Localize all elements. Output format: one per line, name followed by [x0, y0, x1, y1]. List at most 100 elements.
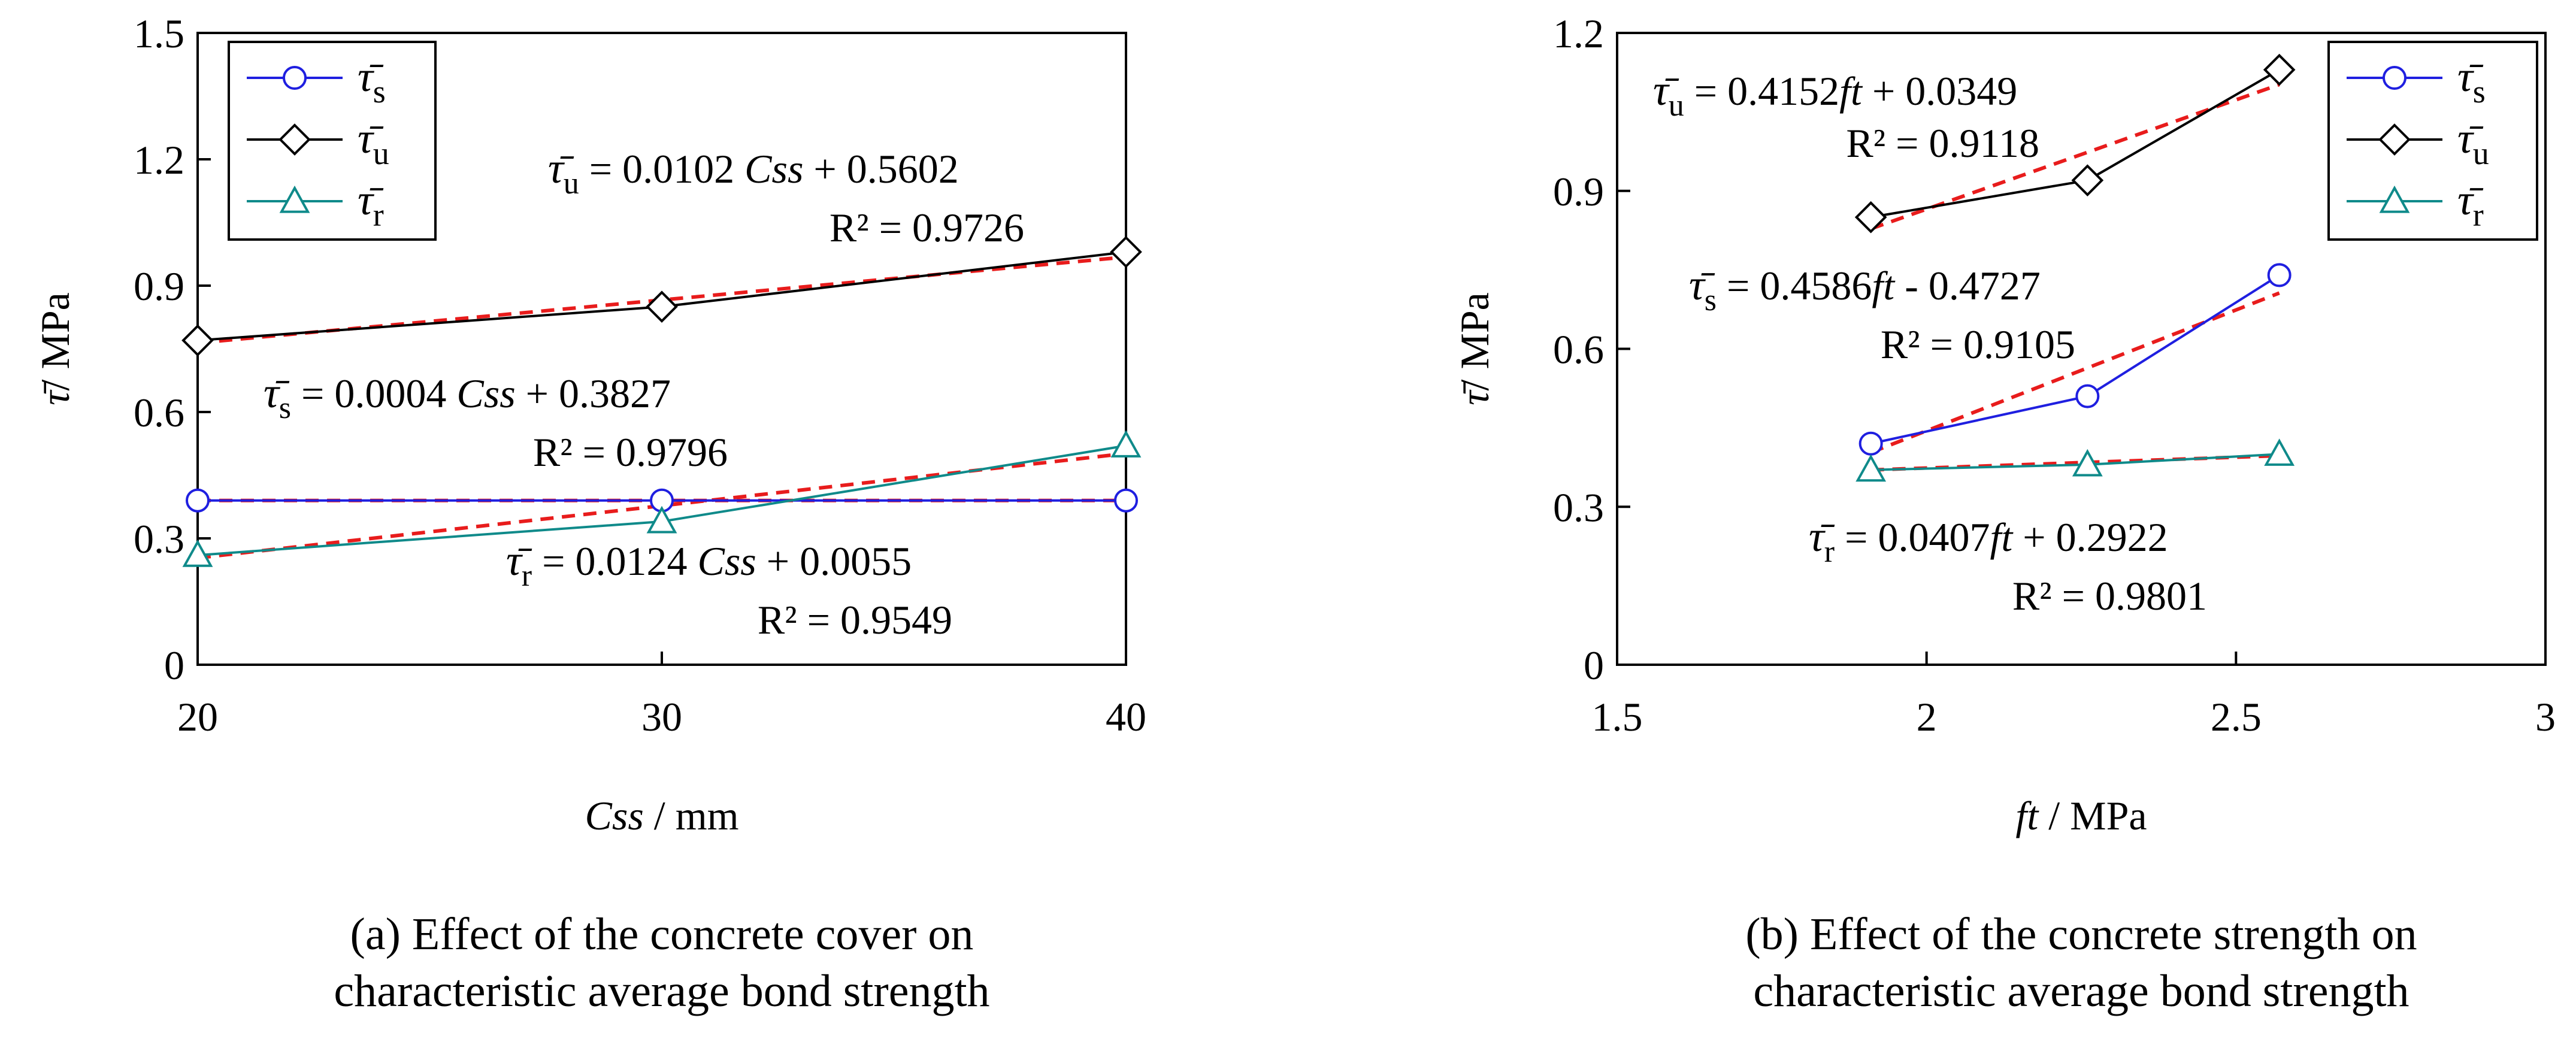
data-point-u-diamond — [2263, 53, 2296, 86]
legend-label-subscript: s — [373, 74, 386, 110]
r-squared-label: R² = 0.9801 — [2012, 573, 2207, 619]
chart-panel-a: 0 0.3 0.6 0.9 1.2 1.5 20 30 40 Css / mm τ̄/ MPa τ̄s… — [32, 11, 1146, 1016]
legend-marker-diamond — [279, 123, 311, 156]
y-tick-label: 0.3 — [134, 516, 184, 562]
legend-label-subscript: r — [373, 197, 384, 233]
y-axis-title-unit: / MPa — [32, 292, 78, 390]
y-axis-title: τ̄/ MPa — [32, 292, 78, 405]
y-tick-label: 0.9 — [1553, 169, 1604, 214]
equation-coefficient: = 0.0004 — [291, 371, 456, 416]
equation-subscript: r — [522, 559, 532, 593]
x-tick-label: 2.5 — [2211, 694, 2262, 740]
data-point-u-diamond — [181, 324, 214, 357]
equation-intercept: + 0.0055 — [756, 538, 912, 584]
legend-label-subscript: u — [2473, 135, 2489, 171]
data-point-s-circle — [1858, 431, 1883, 456]
y-tick-label: 0 — [164, 643, 184, 688]
series-r — [182, 430, 1142, 567]
data-point-s-circle — [1114, 488, 1138, 513]
equation-variable: ft — [1990, 514, 2014, 560]
equation-text: τ̄u​ = 0.0102 Css + 0.5602 — [548, 144, 959, 201]
equation-coefficient: = 0.0124 — [532, 538, 697, 584]
x-tick-label: 2 — [1917, 694, 1937, 740]
data-point-r-triangle — [1110, 430, 1142, 458]
equation-variable: ft — [1872, 263, 1896, 308]
y-tick-label: 1.2 — [134, 137, 184, 183]
legend: τ̄s​τ̄u​τ̄r​ — [2327, 41, 2538, 241]
y-tick-label: 1.2 — [1553, 11, 1604, 56]
data-point-s-circle — [2075, 384, 2100, 408]
data-point-u-diamond — [1854, 201, 1887, 234]
x-axis-title-variable: ft — [2015, 793, 2039, 838]
legend-label-subscript: u — [373, 135, 389, 171]
y-axis-title: τ̄/ MPa — [1452, 292, 1497, 405]
data-point-r-triangle — [646, 505, 677, 534]
equation-variable: ft — [1839, 68, 1863, 114]
y-tick-label: 0.6 — [134, 390, 184, 435]
equation-subscript: s — [279, 391, 291, 425]
x-axis-title: ft / MPa — [2015, 793, 2147, 838]
x-axis: 1.5 2 2.5 3 — [1592, 652, 2556, 740]
x-axis-title-variable: Css — [585, 793, 644, 838]
equation-text: τ̄s​ = 0.4586ft - 0.4727 — [1689, 261, 2041, 317]
equation-coefficient: = 0.0407 — [1835, 514, 1990, 560]
equation-coefficient: = 0.4586 — [1717, 263, 1872, 308]
caption-line: (b) Effect of the concrete strength on — [1745, 909, 2417, 959]
equation-text: τ̄u​ = 0.4152ft + 0.0349 — [1653, 66, 2017, 123]
trend-line-s — [1870, 291, 2280, 455]
legend-label-subscript: r — [2473, 197, 2484, 233]
equation-variable: Css — [744, 146, 803, 192]
series-u — [1854, 53, 2296, 234]
series-r — [1855, 438, 2295, 482]
y-tick-label: 0.9 — [134, 263, 184, 309]
caption-line: characteristic average bond strength — [334, 966, 989, 1016]
legend-marker-triangle — [279, 185, 310, 213]
equation-intercept: + 0.3827 — [516, 371, 671, 416]
legend-item-s: τ̄s​ — [247, 53, 386, 110]
r-squared-label: R² = 0.9796 — [533, 429, 728, 475]
x-axis-title: Css / mm — [585, 793, 739, 838]
equation-annotation-s: τ̄s​ = 0.4586ft - 0.4727 R² = 0.9105 — [1689, 261, 2075, 367]
equation-coefficient: = 0.0102 — [579, 146, 744, 192]
data-point-u-diamond — [646, 290, 678, 323]
legend-marker-circle — [283, 66, 307, 90]
caption-line: characteristic average bond strength — [1753, 966, 2409, 1016]
data-point-u-diamond — [2071, 164, 2104, 196]
x-axis-title-unit: / mm — [644, 793, 739, 838]
x-axis-title-unit: / MPa — [2038, 793, 2147, 838]
y-tick-label: 0 — [1584, 643, 1604, 688]
data-point-r-triangle — [182, 540, 213, 567]
equation-text: τ̄r​ = 0.0124 Css + 0.0055 — [506, 537, 912, 593]
x-tick-label: 1.5 — [1592, 694, 1643, 740]
y-axis-title-unit: / MPa — [1452, 292, 1497, 390]
x-tick-label: 30 — [641, 694, 682, 740]
data-point-s-circle — [2267, 263, 2292, 287]
series-s — [186, 488, 1138, 513]
r-squared-label: R² = 0.9105 — [1881, 322, 2075, 367]
y-axis: 0 0.3 0.6 0.9 1.2 1.5 — [134, 11, 211, 688]
panel-caption: (b) Effect of the concrete strength on ch… — [1745, 909, 2417, 1016]
data-point-r-triangle — [2264, 438, 2295, 466]
y-tick-label: 0.6 — [1553, 327, 1604, 372]
equation-subscript: u — [1669, 89, 1684, 123]
legend-marker-diamond — [2378, 123, 2411, 156]
r-squared-label: R² = 0.9726 — [830, 205, 1024, 250]
legend-marker-triangle — [2379, 185, 2410, 213]
legend: τ̄s​τ̄u​τ̄r​ — [228, 41, 437, 241]
panel-caption: (a) Effect of the concrete cover on chara… — [334, 909, 989, 1016]
x-tick-label: 40 — [1106, 694, 1146, 740]
caption-line: (a) Effect of the concrete cover on — [350, 909, 974, 959]
equation-variable: Css — [697, 538, 756, 584]
equation-coefficient: = 0.4152 — [1684, 68, 1839, 114]
equation-subscript: u — [564, 166, 579, 201]
x-tick-label: 20 — [177, 694, 218, 740]
data-point-u-diamond — [1110, 235, 1142, 268]
data-point-s-circle — [186, 488, 210, 513]
equation-text: τ̄s​ = 0.0004 Css + 0.3827 — [264, 369, 671, 425]
legend-marker-circle — [2383, 66, 2407, 90]
